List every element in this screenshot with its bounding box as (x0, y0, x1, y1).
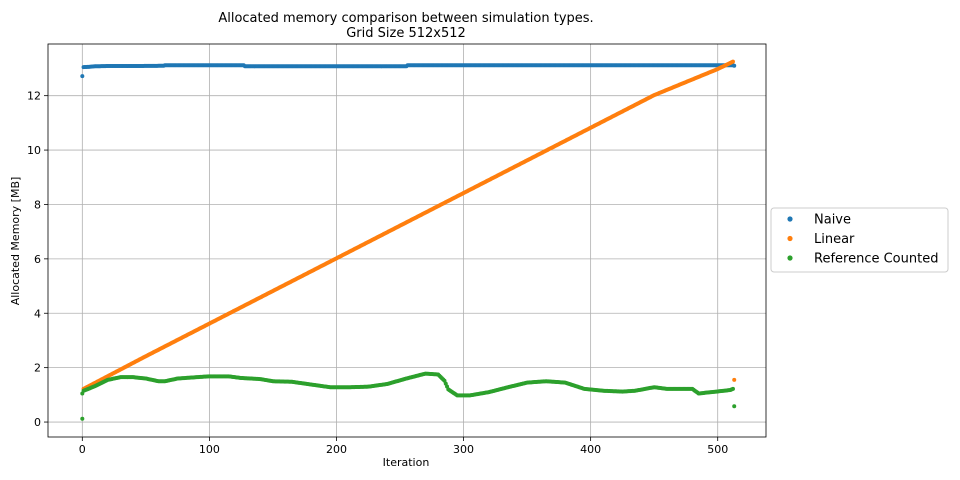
data-point (732, 377, 737, 382)
y-axis-label: Allocated Memory [MB] (9, 177, 22, 306)
y-tick-label: 6 (34, 253, 41, 266)
series-linear (81, 59, 737, 391)
legend-marker (787, 255, 793, 261)
y-axis-ticks: 0 2 4 6 8 10 12 (27, 90, 48, 429)
chart-title: Allocated memory comparison between simu… (218, 11, 593, 26)
legend-box (770, 207, 949, 273)
legend: Naive Linear Reference Counted (770, 207, 949, 273)
legend-label: Linear (814, 232, 855, 247)
data-point (80, 416, 85, 421)
x-tick-label: 200 (326, 443, 347, 456)
series-naive (80, 63, 737, 79)
legend-marker (787, 216, 793, 222)
x-tick-label: 100 (199, 443, 220, 456)
x-tick-label: 500 (707, 443, 728, 456)
legend-label: Reference Counted (814, 252, 938, 267)
x-axis-ticks: 0 100 200 300 400 500 (79, 437, 728, 456)
plot-frame (47, 43, 767, 438)
x-tick-label: 0 (79, 443, 86, 456)
series-reference-counted (80, 371, 737, 421)
x-tick-label: 300 (453, 443, 474, 456)
y-tick-label: 0 (34, 416, 41, 429)
data-point (730, 59, 735, 64)
y-tick-label: 2 (34, 362, 41, 375)
legend-label: Naive (814, 213, 851, 228)
data-point (732, 63, 737, 68)
y-tick-label: 4 (34, 307, 41, 320)
data-points (80, 59, 737, 421)
data-point (732, 404, 737, 409)
y-tick-label: 10 (27, 144, 41, 157)
x-tick-label: 400 (580, 443, 601, 456)
legend-marker (787, 235, 793, 242)
y-tick-label: 8 (34, 198, 41, 211)
data-point (730, 386, 735, 391)
chart-subtitle: Grid Size 512x512 (346, 26, 466, 41)
y-tick-label: 12 (27, 90, 41, 103)
x-axis-label: Iteration (383, 456, 430, 469)
data-point (80, 74, 85, 79)
grid-lines (48, 44, 766, 437)
